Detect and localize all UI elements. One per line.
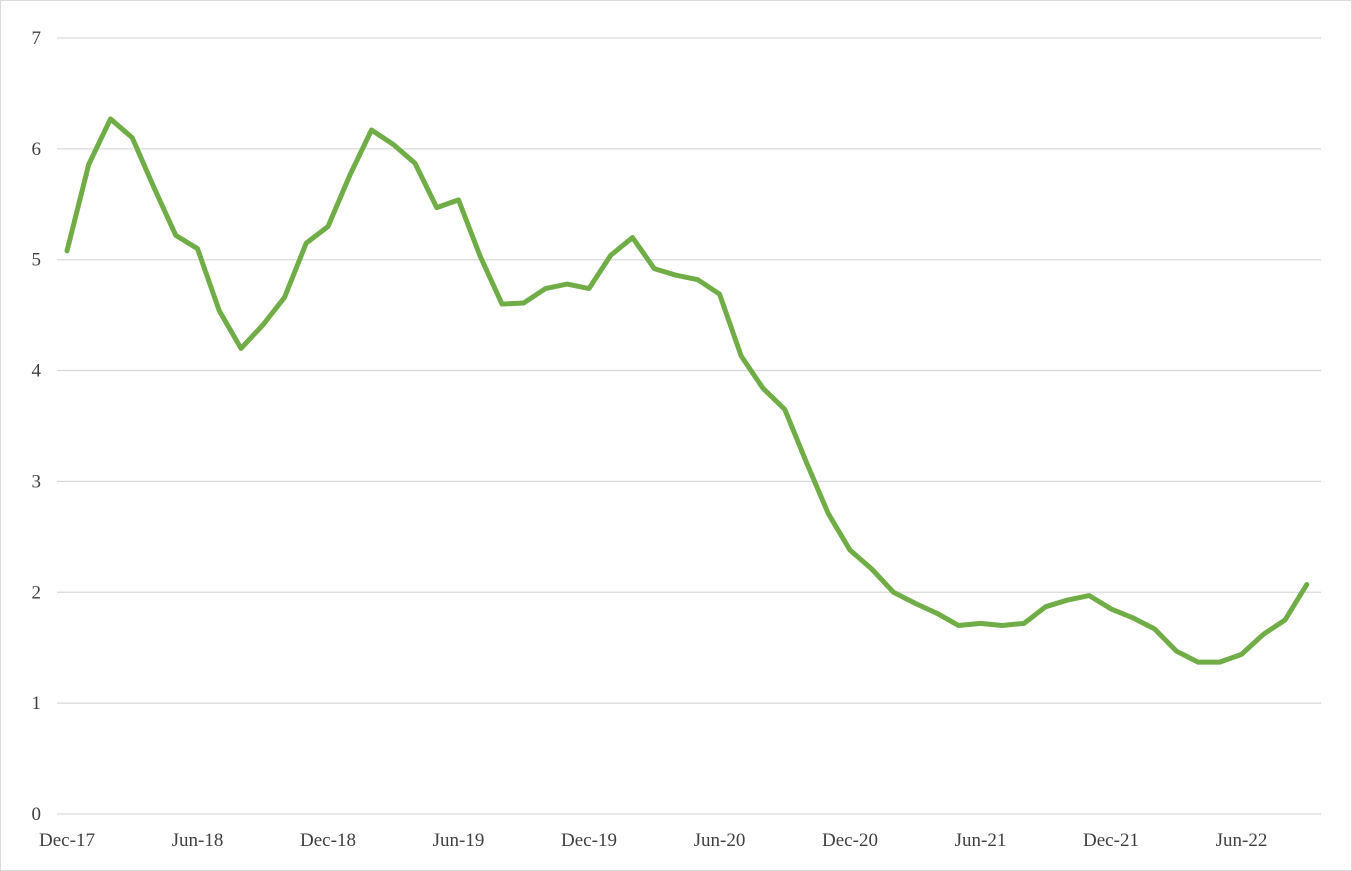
y-tick-label: 4 (32, 361, 42, 382)
x-tick-label: Jun-20 (694, 830, 746, 851)
y-tick-label: 6 (32, 139, 42, 160)
y-tick-label: 0 (32, 804, 42, 825)
x-tick-label: Dec-21 (1083, 830, 1139, 851)
y-tick-label: 1 (32, 693, 42, 714)
x-tick-label: Dec-20 (822, 830, 878, 851)
x-tick-label: Dec-19 (561, 830, 617, 851)
x-tick-label: Dec-17 (39, 830, 95, 851)
x-tick-label: Jun-21 (955, 830, 1007, 851)
series-line-0 (64, 116, 1310, 665)
y-tick-label: 5 (32, 250, 42, 271)
y-axis: 0 1 2 3 4 5 6 7 (32, 28, 42, 825)
x-tick-label: Jun-22 (1216, 830, 1268, 851)
x-tick-label: Jun-18 (172, 830, 224, 851)
x-tick-label: Jun-19 (433, 830, 485, 851)
series-layer (64, 116, 1310, 665)
y-tick-label: 3 (32, 471, 42, 492)
x-tick-label: Dec-18 (300, 830, 356, 851)
y-tick-label: 7 (32, 28, 42, 49)
gridlines (57, 37, 1321, 815)
y-tick-label: 2 (32, 582, 42, 603)
x-axis: Dec-17 Jun-18 Dec-18 Jun-19 Dec-19 Jun-20 Dec-… (39, 830, 1267, 851)
